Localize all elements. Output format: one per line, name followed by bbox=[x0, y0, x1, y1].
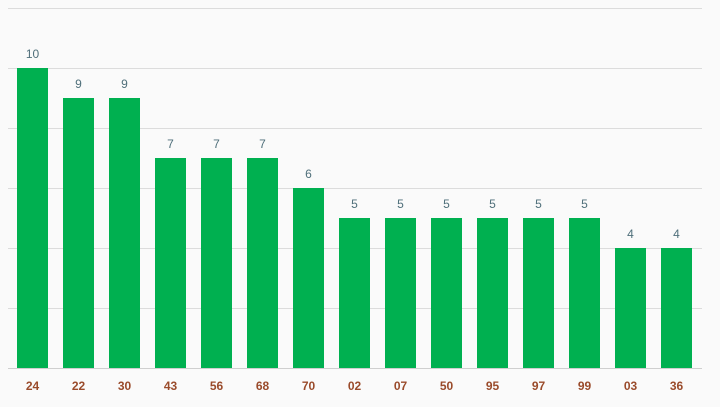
bar bbox=[293, 188, 324, 368]
x-axis-tick-label: 22 bbox=[72, 379, 86, 393]
x-axis-tick-label: 24 bbox=[26, 379, 40, 393]
bar-value-label: 5 bbox=[397, 197, 404, 211]
x-axis-tick-label: 70 bbox=[302, 379, 316, 393]
bar-value-label: 9 bbox=[121, 77, 128, 91]
bar bbox=[385, 218, 416, 368]
bar bbox=[109, 98, 140, 368]
x-axis-tick-label: 30 bbox=[118, 379, 132, 393]
bar bbox=[339, 218, 370, 368]
bar-value-label: 7 bbox=[213, 137, 220, 151]
x-axis-tick-label: 95 bbox=[486, 379, 500, 393]
x-axis-tick-label: 97 bbox=[532, 379, 546, 393]
bar-value-label: 5 bbox=[535, 197, 542, 211]
bar bbox=[247, 158, 278, 368]
bar-value-label: 10 bbox=[26, 47, 40, 61]
bar-value-label: 6 bbox=[305, 167, 312, 181]
x-axis-tick-label: 02 bbox=[348, 379, 362, 393]
bar bbox=[201, 158, 232, 368]
x-axis-tick-label: 07 bbox=[394, 379, 408, 393]
bar bbox=[661, 248, 692, 368]
bar bbox=[63, 98, 94, 368]
bar-value-label: 4 bbox=[673, 227, 680, 241]
value-labels: 10 9 9 7 7 7 6 5 5 5 5 5 5 4 4 bbox=[26, 47, 680, 241]
bar bbox=[569, 218, 600, 368]
x-axis-tick-labels: 24 22 30 43 56 68 70 02 07 50 95 97 99 03 36 bbox=[26, 379, 684, 393]
bar-value-label: 5 bbox=[443, 197, 450, 211]
bar-value-label: 5 bbox=[581, 197, 588, 211]
bar bbox=[155, 158, 186, 368]
bar-value-label: 4 bbox=[627, 227, 634, 241]
bar-value-label: 5 bbox=[351, 197, 358, 211]
bar bbox=[615, 248, 646, 368]
x-axis-tick-label: 56 bbox=[210, 379, 224, 393]
bar bbox=[523, 218, 554, 368]
bar bbox=[17, 68, 48, 368]
x-axis-tick-label: 99 bbox=[578, 379, 592, 393]
bar bbox=[477, 218, 508, 368]
bar-value-label: 7 bbox=[167, 137, 174, 151]
x-axis-tick-label: 36 bbox=[670, 379, 684, 393]
bar-value-label: 9 bbox=[75, 77, 82, 91]
bar bbox=[431, 218, 462, 368]
bar-value-label: 5 bbox=[489, 197, 496, 211]
bar-value-label: 7 bbox=[259, 137, 266, 151]
x-axis-tick-label: 43 bbox=[164, 379, 178, 393]
x-axis-tick-label: 03 bbox=[624, 379, 638, 393]
bars bbox=[17, 68, 692, 368]
x-axis-tick-label: 50 bbox=[440, 379, 454, 393]
x-axis-tick-label: 68 bbox=[256, 379, 270, 393]
